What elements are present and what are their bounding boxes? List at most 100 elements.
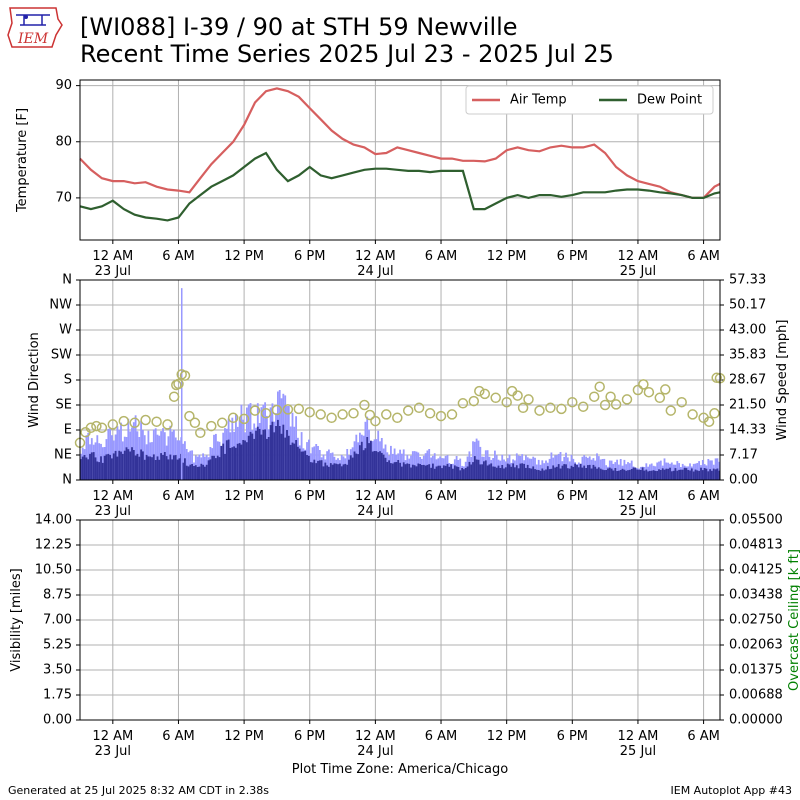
wind-gust-bar: [120, 422, 122, 480]
wind-speed-bar: [627, 470, 629, 480]
wind-speed-bar: [703, 468, 706, 480]
wind-speed-bar: [235, 447, 237, 480]
wind-speed-bar: [215, 458, 217, 480]
wind-speed-bar: [590, 468, 593, 480]
wind-speed-bar: [368, 443, 370, 480]
wind-speed-bar: [694, 469, 697, 480]
wind-gust-bar: [328, 449, 330, 480]
vis-ylabel: Visibility [miles]: [9, 568, 24, 671]
wind-speed-bar: [225, 440, 228, 480]
footer-app: IEM Autoplot App #43: [670, 784, 793, 797]
wind-direction-point: [118, 415, 130, 427]
wind-direction-point: [501, 396, 512, 408]
wind-speed-bar: [264, 429, 267, 480]
wind-direction-point: [271, 404, 283, 416]
wind-gust-bar: [534, 457, 536, 480]
wind-speed-bar: [705, 468, 708, 480]
wind-speed-bar: [426, 464, 429, 480]
wind-direction-point: [643, 386, 655, 398]
wind-speed-bar: [271, 421, 274, 480]
wind-speed-bar: [366, 437, 369, 480]
wind-speed-bar: [656, 471, 659, 480]
wind-speed-bar: [371, 451, 374, 480]
vis-xtick-sublabel: 25 Jul: [620, 744, 656, 759]
wind-speed-bar: [317, 460, 319, 480]
wind-speed-bar: [501, 465, 504, 480]
wind-direction-point: [227, 412, 239, 424]
wind-gust-bar: [517, 455, 520, 480]
wind-speed-bar: [187, 466, 190, 480]
wind-speed-bar: [134, 455, 137, 480]
wind-speed-bar: [515, 465, 518, 480]
wind-speed-bar: [80, 459, 82, 480]
wind-speed-bar: [233, 446, 236, 480]
wind-speed-bar: [585, 468, 588, 480]
wind-speed-bar: [698, 470, 701, 480]
wind-speed-bar: [211, 455, 214, 480]
wind-speed-bar: [295, 440, 298, 480]
wind-direction-point: [457, 398, 469, 409]
wind-direction-point: [370, 415, 381, 427]
title-line-1: [WI088] I-39 / 90 at STH 59 Newville: [80, 13, 518, 41]
wind-speed-bar: [247, 435, 250, 480]
wind-speed-bar: [160, 453, 163, 480]
wind-speed-bar: [375, 451, 378, 480]
wind-gust-bar: [596, 453, 598, 480]
wind-speed-bar: [650, 470, 653, 480]
wind-speed-bar: [621, 468, 624, 480]
wind-speed-bar: [121, 453, 124, 480]
wind-speed-bar: [475, 459, 478, 480]
wind-gust-bar: [698, 461, 701, 480]
wind-gust-bar: [187, 452, 190, 480]
wind-dir-tick-label: NW: [49, 298, 72, 313]
wind-speed-bar: [364, 448, 367, 480]
wind-gust-bar: [472, 441, 474, 480]
wind-speed-bar: [123, 450, 126, 480]
wind-speed-bar: [654, 470, 657, 480]
wind-speed-bar: [519, 463, 522, 480]
wind-speed-bar: [539, 470, 542, 480]
wind-speed-bar: [140, 449, 143, 480]
wind-speed-bar: [572, 466, 575, 480]
wind-speed-bar: [246, 442, 248, 480]
wind-speed-bar: [483, 461, 485, 480]
wind-speed-bar: [255, 430, 257, 480]
wind-gust-bar: [173, 429, 175, 480]
wind-speed-bar: [277, 419, 279, 480]
wind-speed-bar: [461, 468, 464, 480]
wind-gust-bar: [98, 443, 101, 480]
vis-xtick-label: 12 AM: [618, 729, 659, 744]
wind-gust-bar: [415, 451, 418, 480]
wind-speed-bar: [397, 460, 400, 480]
wind-speed-bar: [127, 449, 130, 480]
wind-gust-bar: [486, 450, 489, 480]
wind-speed-bar: [185, 465, 188, 480]
wind-speed-bar: [583, 465, 586, 480]
wind-direction-point: [348, 408, 359, 419]
wind-speed-bar: [432, 463, 434, 480]
wind-speed-bar: [534, 469, 536, 480]
wind-direction-point: [107, 419, 119, 430]
wind-gust-bar: [235, 414, 237, 480]
wind-speed-bar: [497, 465, 500, 480]
wind-speed-bar: [348, 459, 350, 480]
wind-speed-bar: [459, 470, 462, 480]
wind-speed-bar: [182, 462, 184, 480]
wind-gust-bar: [116, 426, 119, 480]
wind-speed-bar: [530, 468, 533, 480]
wind-speed-bar: [227, 439, 230, 480]
wind-direction-point: [260, 408, 272, 419]
wind-speed-bar: [224, 453, 226, 480]
wind-speed-bar: [466, 466, 469, 480]
wind-direction-point: [282, 404, 294, 415]
wind-speed-bar: [484, 460, 487, 480]
wind-speed-bar: [599, 468, 602, 480]
wind-direction-point: [638, 379, 649, 390]
wind-speed-bar: [399, 462, 402, 480]
wind-direction-point: [709, 408, 720, 419]
wind-speed-bar: [587, 465, 589, 480]
wind-direction-point: [381, 409, 392, 420]
wind-speed-bar: [382, 454, 385, 480]
wind-speed-bar: [402, 462, 405, 480]
wind-xtick-label: 12 PM: [487, 489, 527, 504]
